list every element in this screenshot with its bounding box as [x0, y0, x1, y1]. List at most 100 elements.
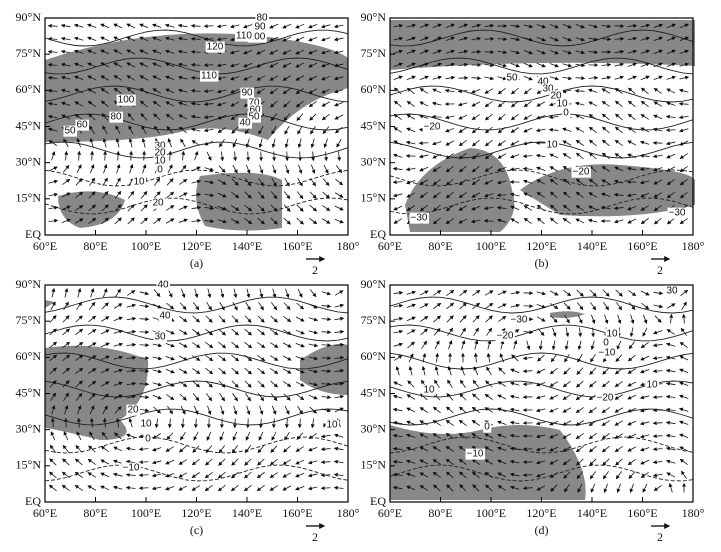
wind-vector — [601, 166, 610, 172]
wind-vector — [562, 458, 571, 466]
wind-vector — [510, 368, 520, 374]
wind-vector — [627, 446, 637, 452]
wind-vector — [87, 49, 97, 55]
wind-vector — [295, 381, 305, 387]
contour-label: 90 — [241, 88, 253, 99]
wind-vector — [393, 218, 403, 224]
wind-vector — [282, 49, 292, 55]
wind-vector — [51, 404, 56, 415]
wind-vector — [257, 445, 265, 454]
wind-vector — [167, 406, 173, 415]
contour-label-bg — [156, 164, 165, 176]
wind-vector — [406, 472, 416, 477]
wind-vector — [588, 24, 599, 29]
wind-vector — [665, 381, 676, 386]
wind-vector — [393, 303, 404, 308]
wind-vector — [113, 446, 123, 452]
wind-vector — [101, 393, 110, 401]
wind-vector — [640, 369, 650, 374]
wind-vector — [141, 125, 147, 135]
wind-vector — [283, 100, 291, 108]
wind-vector — [75, 367, 84, 374]
contour-label: 10 — [546, 140, 558, 151]
wind-vector — [653, 330, 663, 335]
contour-label-bg — [255, 12, 269, 24]
wind-vector — [245, 178, 252, 187]
wind-vector — [652, 343, 663, 348]
wind-vector — [191, 179, 202, 184]
wind-vector — [536, 485, 546, 491]
wind-vector — [230, 484, 239, 492]
wind-vector — [101, 113, 109, 121]
wind-vector — [256, 49, 266, 55]
wind-vector — [613, 206, 624, 211]
wind-vector — [627, 113, 636, 121]
wind-vector — [497, 37, 508, 42]
contour-label-bg — [505, 72, 519, 84]
wind-vector — [393, 87, 402, 95]
wind-vector — [536, 368, 546, 374]
wind-vector — [523, 101, 532, 108]
wind-vector — [459, 393, 467, 401]
wind-vector — [460, 379, 466, 388]
wind-vector — [309, 217, 318, 225]
y-axis-label: 30°N — [361, 154, 387, 168]
wind-vector — [297, 138, 302, 149]
wind-vector — [626, 193, 637, 198]
contour-label-bg — [240, 87, 254, 99]
wind-vector — [48, 140, 57, 146]
wind-vector — [259, 151, 264, 162]
contour-label-bg — [597, 347, 617, 359]
wind-vector — [87, 75, 97, 81]
wind-vector — [550, 315, 558, 323]
wind-vector — [576, 458, 584, 466]
wind-vector — [473, 366, 479, 376]
wind-vector — [640, 75, 650, 81]
wind-vector — [432, 153, 442, 159]
wind-vector — [459, 315, 467, 323]
wind-vector — [665, 114, 676, 119]
wind-vector — [405, 459, 416, 464]
wind-vector — [393, 342, 404, 347]
wind-vector — [640, 49, 650, 54]
contour-label-bg — [139, 418, 153, 430]
contour-label: 10 — [423, 385, 435, 396]
wind-vector — [458, 419, 467, 427]
wind-vector — [431, 114, 442, 119]
wind-vector — [627, 62, 638, 67]
wind-vector — [575, 420, 584, 426]
wind-vector — [334, 205, 344, 211]
wind-vector — [180, 418, 185, 429]
contour-label-bg — [238, 117, 252, 129]
wind-vector — [152, 100, 161, 107]
wind-vector — [485, 380, 493, 388]
x-axis-label: 160°E — [282, 506, 312, 520]
y-axis-label: 60°N — [361, 82, 387, 96]
wind-vector — [320, 473, 331, 478]
shaded-region — [300, 344, 348, 395]
wind-vector — [113, 355, 124, 360]
wind-vector — [192, 342, 201, 348]
x-axis-label: 60°E — [378, 239, 402, 253]
wind-vector — [536, 192, 545, 198]
contour-line — [389, 296, 694, 314]
wind-vector — [485, 484, 493, 492]
wind-vector — [588, 114, 597, 120]
wind-vector — [295, 446, 304, 452]
wind-vector — [652, 356, 663, 361]
wind-vector — [61, 471, 70, 479]
contour-line — [44, 169, 349, 187]
wind-vector — [282, 75, 292, 81]
wind-vector — [433, 327, 441, 336]
wind-vector — [49, 367, 58, 375]
wind-vector — [205, 445, 213, 454]
wind-vector — [614, 394, 624, 400]
wind-vector — [445, 127, 455, 133]
wind-vector — [445, 458, 454, 465]
wind-vector — [538, 340, 543, 351]
wind-vector — [472, 484, 480, 492]
wind-vector — [484, 459, 494, 465]
wind-vector — [484, 152, 493, 160]
wind-vector — [204, 167, 215, 172]
wind-vector — [139, 317, 150, 322]
